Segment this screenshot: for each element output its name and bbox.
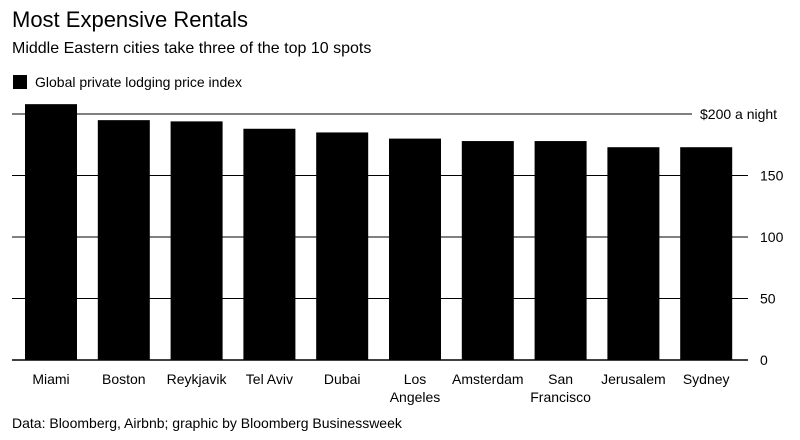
bar bbox=[389, 138, 441, 360]
x-tick-label: Los Angeles bbox=[390, 371, 441, 405]
x-tick-label: Tel Aviv bbox=[246, 371, 293, 387]
legend-swatch bbox=[13, 75, 27, 89]
x-tick-label: Dubai bbox=[324, 371, 361, 387]
bar bbox=[607, 147, 660, 360]
legend-label: Global private lodging price index bbox=[35, 74, 243, 90]
bar bbox=[316, 132, 369, 360]
legend: Global private lodging price index bbox=[13, 72, 242, 92]
bar bbox=[170, 121, 223, 360]
x-tick-label: Jerusalem bbox=[601, 371, 666, 387]
chart-title: Most Expensive Rentals bbox=[12, 7, 248, 32]
y-tick-label: 100 bbox=[760, 229, 784, 245]
x-tick-label: Miami bbox=[32, 371, 69, 387]
y-tick-label: 50 bbox=[760, 291, 776, 307]
bar bbox=[461, 141, 514, 360]
y-tick-label: 150 bbox=[760, 168, 784, 184]
x-tick-label: Sydney bbox=[683, 371, 730, 387]
source-note: Data: Bloomberg, Airbnb; graphic by Bloo… bbox=[12, 415, 402, 431]
bar bbox=[680, 147, 733, 360]
y-tick-label: $200 a night bbox=[700, 106, 777, 122]
bar bbox=[97, 120, 150, 361]
bar bbox=[25, 104, 77, 360]
x-tick-label: Boston bbox=[102, 371, 146, 387]
x-tick-label: Amsterdam bbox=[452, 371, 524, 387]
y-tick-label: 0 bbox=[760, 352, 768, 368]
bar bbox=[243, 128, 296, 360]
x-tick-label: San Francisco bbox=[530, 371, 591, 405]
x-tick-label: Reykjavik bbox=[167, 371, 228, 387]
chart-subtitle: Middle Eastern cities take three of the … bbox=[12, 40, 372, 57]
bar bbox=[534, 141, 587, 360]
